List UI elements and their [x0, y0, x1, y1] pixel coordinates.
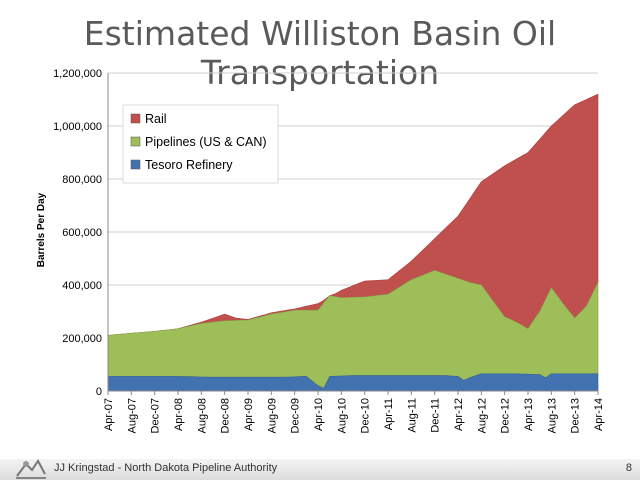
x-tick-label: Dec-10 [360, 398, 372, 433]
x-tick-label: Aug-08 [196, 398, 208, 433]
legend-swatch [130, 113, 141, 124]
x-tick-label: Apr-12 [453, 398, 465, 431]
footer-bar [0, 459, 640, 480]
x-tick-label: Dec-12 [500, 398, 512, 433]
legend: Rail Pipelines (US & CAN) Tesoro Refinery [122, 104, 279, 184]
x-tick-label: Aug-13 [546, 398, 558, 433]
x-tick-label: Aug-12 [476, 398, 488, 433]
legend-entry: Tesoro Refinery [145, 158, 233, 172]
y-tick-label: 400,000 [62, 280, 102, 292]
x-tick-label: Dec-13 [570, 398, 582, 433]
y-tick-label: 1,200,000 [53, 68, 102, 80]
x-tick-label: Apr-10 [313, 398, 325, 431]
area-chart: 0 200,000 400,000 600,000 800,000 1,000,000 1,… [36, 68, 605, 433]
x-tick-label: Dec-09 [290, 398, 302, 433]
y-tick-label: 0 [96, 386, 102, 398]
y-tick-labels: 0 200,000 400,000 600,000 800,000 1,000,000 1,… [53, 68, 102, 398]
tesoro-refinery-area [107, 373, 599, 392]
x-tick-label: Apr-11 [383, 398, 395, 430]
chart-areas [107, 93, 599, 392]
y-tick-label: 800,000 [62, 174, 102, 186]
x-tick-label: Dec-11 [430, 398, 442, 433]
y-tick-label: 200,000 [62, 333, 102, 345]
x-tick-label: Dec-08 [220, 398, 232, 433]
x-tick-label: Aug-07 [126, 398, 138, 433]
x-tick-label: Dec-07 [150, 398, 162, 433]
x-tick-label: Aug-10 [336, 398, 348, 433]
legend-box [122, 104, 279, 184]
x-tick-label: Apr-07 [103, 398, 115, 431]
y-tick-label: 1,000,000 [53, 121, 102, 133]
legend-entry: Pipelines (US & CAN) [145, 135, 267, 149]
pipeline-authority-logo-icon [16, 459, 46, 479]
legend-swatch [130, 159, 141, 170]
legend-entry: Rail [145, 112, 167, 126]
legend-swatch [130, 136, 141, 147]
x-tick-labels: Apr-07 Aug-07 Dec-07 Apr-08 Aug-08 Dec-08 Apr-… [103, 398, 605, 433]
x-tick-label: Apr-08 [173, 398, 185, 431]
footer-text: JJ Kringstad - North Dakota Pipeline Aut… [54, 462, 278, 474]
page-number: 8 [625, 462, 632, 474]
x-tick-label: Aug-09 [266, 398, 278, 433]
x-tick-label: Aug-11 [406, 398, 418, 433]
y-tick-label: 600,000 [62, 227, 102, 239]
y-axis-label: Barrels Per Day [36, 192, 47, 267]
x-tick-label: Apr-14 [593, 398, 605, 431]
x-tick-label: Apr-09 [243, 398, 255, 431]
x-tick-label: Apr-13 [523, 398, 535, 431]
axes [107, 73, 599, 395]
